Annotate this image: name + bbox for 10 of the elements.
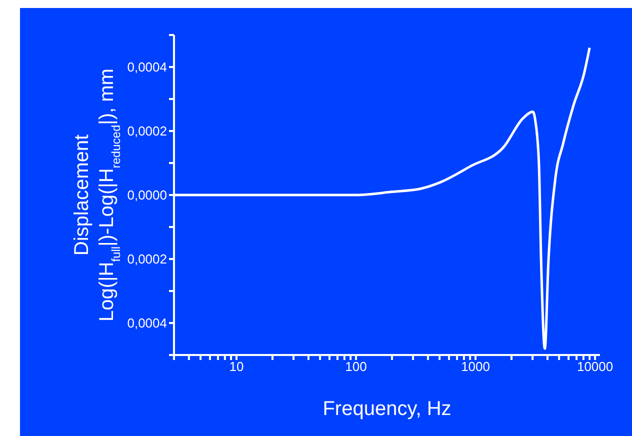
x-axis-title: Frequency, Hz <box>322 398 452 420</box>
y-tick-label: 0,0002 <box>127 124 167 139</box>
y-tick-label: 0,0002 <box>127 252 167 267</box>
x-tick-label: 1000 <box>461 359 490 374</box>
y-tick-label: 0,0000 <box>127 188 167 203</box>
y-tick-label: 0,0004 <box>127 316 167 331</box>
y-tick-label: 0,0004 <box>127 60 167 75</box>
x-tick-label: 100 <box>345 359 367 374</box>
x-tick-label: 10 <box>229 359 244 374</box>
x-tick-label: 10000 <box>576 359 614 374</box>
